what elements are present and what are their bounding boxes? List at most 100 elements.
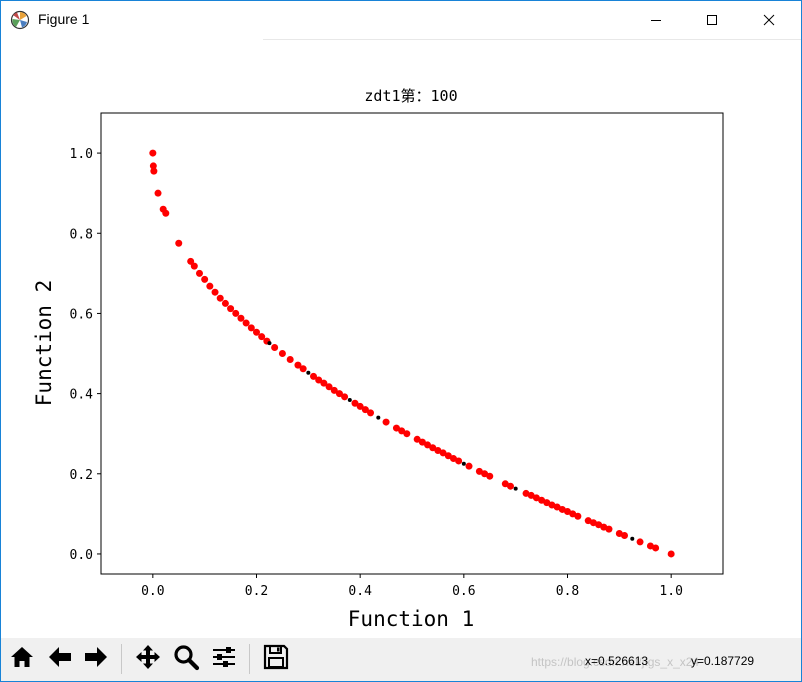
save-button[interactable] — [261, 644, 291, 674]
watermark: https://blog.csdn.net/jtgs_x_x24 — [531, 655, 700, 669]
data-point-red — [605, 525, 613, 533]
data-point-red — [258, 333, 266, 341]
maximize-icon — [706, 11, 718, 30]
x-tick-label: 1.0 — [659, 584, 682, 599]
y-tick-label: 0.6 — [70, 307, 93, 322]
data-point-red — [341, 393, 349, 401]
magnifier-icon — [172, 643, 200, 675]
data-point-red — [162, 209, 170, 217]
data-point-red — [465, 462, 473, 470]
data-point-red — [636, 538, 644, 546]
title-bar[interactable]: Figure 1 — [1, 1, 801, 39]
move-icon — [134, 643, 162, 675]
figure-canvas[interactable]: zdt1第：100 0.0 0.2 0.4 0.6 0.8 1.0 0.0 0.2 0.4 0.… — [1, 40, 801, 638]
data-point-red — [242, 319, 250, 327]
data-point-red — [361, 406, 369, 414]
data-point-red — [237, 314, 245, 322]
data-point-red — [320, 379, 328, 387]
data-point-red — [232, 309, 240, 317]
data-point-red — [652, 544, 660, 552]
data-point-black — [306, 370, 311, 375]
data-point-red — [149, 162, 157, 170]
window-title: Figure 1 — [38, 11, 90, 27]
data-point-red — [211, 288, 219, 296]
sliders-icon — [210, 643, 238, 675]
home-icon — [8, 643, 36, 675]
back-button[interactable] — [45, 644, 75, 674]
forward-button[interactable] — [81, 644, 111, 674]
data-point-red — [195, 269, 203, 277]
zoom-button[interactable] — [171, 644, 201, 674]
data-point-red — [403, 430, 411, 438]
data-point-black — [376, 415, 381, 420]
data-point-red — [221, 299, 229, 307]
data-point-red — [418, 438, 426, 446]
x-axis-label: Function 1 — [348, 607, 474, 631]
minimize-button[interactable] — [633, 1, 679, 39]
data-point-red — [424, 441, 432, 449]
data-point-red — [455, 457, 463, 465]
toolbar-separator — [121, 644, 122, 674]
arrow-right-icon — [82, 643, 110, 675]
chart-title: zdt1第：100 — [364, 87, 457, 105]
data-point-red — [175, 239, 183, 247]
data-point-red — [294, 361, 302, 369]
data-point-red — [150, 167, 158, 175]
data-point-red — [439, 449, 447, 457]
data-point-black — [461, 461, 466, 466]
data-point-red — [398, 427, 406, 435]
data-point-red — [667, 550, 675, 558]
data-point-red — [356, 402, 364, 410]
data-point-red — [335, 390, 343, 398]
data-points — [149, 149, 675, 558]
data-point-red — [247, 324, 255, 332]
close-icon — [763, 11, 775, 30]
x-tick-label: 0.8 — [556, 584, 579, 599]
data-point-red — [574, 512, 582, 520]
data-point-red — [206, 282, 214, 290]
maximize-button[interactable] — [689, 1, 735, 39]
data-point-red — [325, 383, 333, 391]
data-point-red — [429, 444, 437, 452]
x-tick-label: 0.2 — [245, 584, 268, 599]
data-point-red — [201, 275, 209, 283]
scatter-plot[interactable]: zdt1第：100 0.0 0.2 0.4 0.6 0.8 1.0 0.00.20.40.… — [1, 40, 801, 638]
y-axis-label: Function 2 — [32, 280, 56, 406]
home-button[interactable] — [7, 644, 37, 674]
y-tick-label: 0.0 — [70, 548, 93, 563]
data-point-red — [351, 399, 359, 407]
cursor-x-readout: x=0.526613 — [585, 654, 649, 668]
close-button[interactable] — [746, 1, 792, 39]
data-point-red — [413, 435, 421, 443]
pan-button[interactable] — [133, 644, 163, 674]
title-divider — [263, 39, 801, 40]
data-point-red — [444, 452, 452, 460]
data-point-red — [367, 409, 375, 417]
cursor-y-readout: y=0.187729 — [691, 654, 755, 668]
minimize-icon — [650, 11, 662, 30]
data-point-red — [310, 372, 318, 380]
x-tick-label: 0.6 — [452, 584, 475, 599]
data-point-red — [278, 350, 286, 358]
toolbar-separator — [249, 644, 250, 674]
data-point-red — [286, 356, 294, 364]
data-point-red — [486, 472, 494, 480]
data-point-red — [299, 365, 307, 373]
x-tick-label: 0.0 — [141, 584, 164, 599]
plot-area — [100, 112, 724, 575]
y-tick-label: 1.0 — [70, 147, 93, 162]
y-tick-label: 0.8 — [70, 227, 93, 242]
data-point-red — [330, 386, 338, 394]
navigation-toolbar: https://blog.csdn.net/jtgs_x_x24 x=0.526… — [1, 638, 801, 681]
data-point-red — [392, 424, 400, 432]
data-point-red — [216, 294, 224, 302]
configure-subplots-button[interactable] — [209, 644, 239, 674]
data-point-red — [154, 189, 162, 197]
data-point-red — [149, 149, 157, 157]
floppy-disk-icon — [262, 643, 290, 675]
data-point-red — [253, 328, 260, 336]
arrow-left-icon — [46, 643, 74, 675]
y-tick-label: 0.2 — [70, 468, 93, 483]
y-axis-ticks: 0.0 0.2 0.4 0.6 0.8 1.0 — [70, 147, 101, 563]
